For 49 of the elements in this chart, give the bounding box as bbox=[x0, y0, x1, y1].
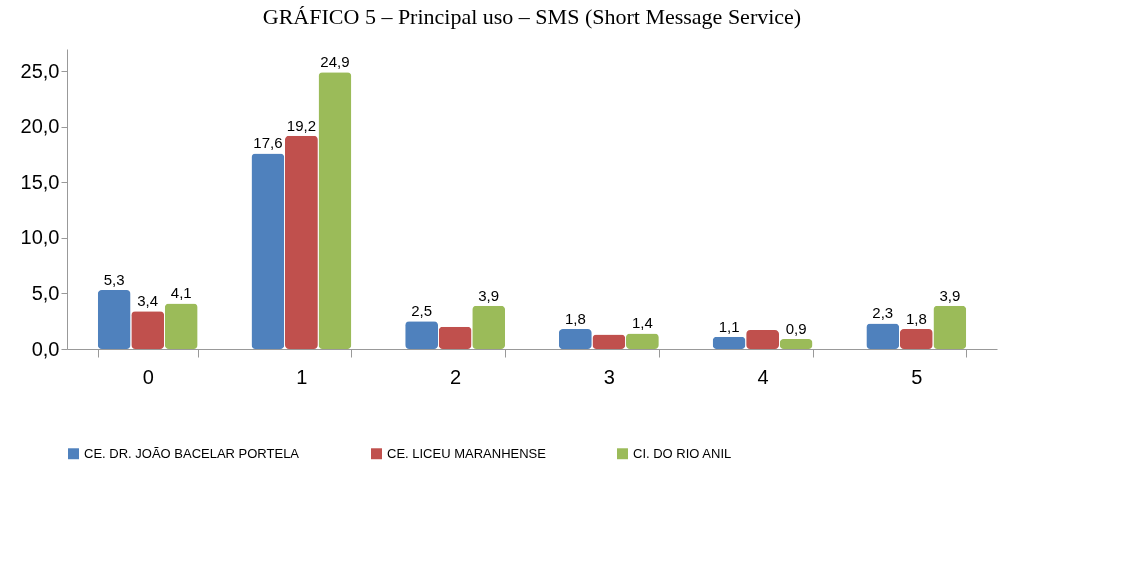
bar bbox=[472, 305, 506, 349]
bar bbox=[779, 339, 813, 349]
legend-label: CI. DO RIO ANIL bbox=[633, 445, 732, 461]
data-label: 24,9 bbox=[320, 53, 350, 71]
y-tick-label: 0,0 bbox=[31, 337, 60, 360]
y-tick-label: 25,0 bbox=[20, 59, 60, 82]
y-tick-label: 15,0 bbox=[20, 170, 60, 193]
bar bbox=[558, 329, 592, 349]
bar bbox=[899, 329, 933, 349]
data-label: 3,9 bbox=[478, 286, 500, 304]
data-label: 5,3 bbox=[103, 271, 125, 289]
y-tick-label: 20,0 bbox=[20, 115, 60, 138]
bar bbox=[131, 311, 165, 349]
legend-label: CE. DR. JOÃO BACELAR PORTELA bbox=[84, 445, 300, 461]
bar bbox=[933, 305, 967, 349]
x-tick-label: 2 bbox=[450, 365, 462, 388]
data-label: 0,9 bbox=[785, 320, 807, 337]
x-tick-label: 1 bbox=[296, 365, 308, 388]
x-tick-label: 5 bbox=[911, 365, 923, 388]
data-label: 3,9 bbox=[939, 286, 961, 304]
data-label: 4,1 bbox=[170, 284, 192, 302]
bar bbox=[318, 72, 352, 349]
data-label: 3,4 bbox=[137, 292, 159, 310]
data-label: 2,3 bbox=[872, 304, 894, 322]
bar bbox=[438, 326, 472, 349]
bar bbox=[625, 333, 659, 349]
data-label: 1,1 bbox=[718, 317, 740, 335]
legend-label: CE. LICEU MARANHENSE bbox=[387, 445, 547, 461]
data-label: 1,8 bbox=[564, 310, 586, 327]
bar bbox=[405, 321, 439, 349]
data-label: 19,2 bbox=[286, 116, 317, 134]
x-tick-label: 4 bbox=[757, 365, 769, 388]
y-tick-label: 10,0 bbox=[20, 226, 60, 249]
bar bbox=[592, 334, 626, 349]
x-tick-label: 3 bbox=[603, 365, 615, 388]
bar bbox=[284, 135, 318, 349]
data-label: 1,8 bbox=[905, 310, 927, 327]
bar bbox=[712, 336, 746, 349]
bar bbox=[866, 323, 900, 349]
data-label: 2,5 bbox=[411, 302, 433, 320]
data-label: 17,6 bbox=[253, 134, 283, 152]
bar bbox=[746, 330, 780, 349]
x-tick-label: 0 bbox=[142, 365, 154, 388]
data-label: 1,4 bbox=[631, 314, 653, 332]
bar bbox=[97, 290, 131, 349]
bar bbox=[251, 153, 285, 349]
bar bbox=[164, 303, 198, 349]
chart-title: GRÁFICO 5 – Principal uso – SMS (Short Message Service) bbox=[262, 4, 802, 29]
y-tick-label: 5,0 bbox=[31, 281, 60, 304]
